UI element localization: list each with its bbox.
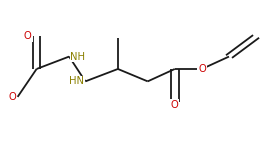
Text: O: O — [24, 31, 32, 41]
Text: O: O — [198, 64, 206, 74]
Text: O: O — [8, 92, 16, 102]
Text: HN: HN — [69, 76, 84, 86]
Text: O: O — [171, 100, 179, 110]
Text: NH: NH — [70, 52, 85, 62]
